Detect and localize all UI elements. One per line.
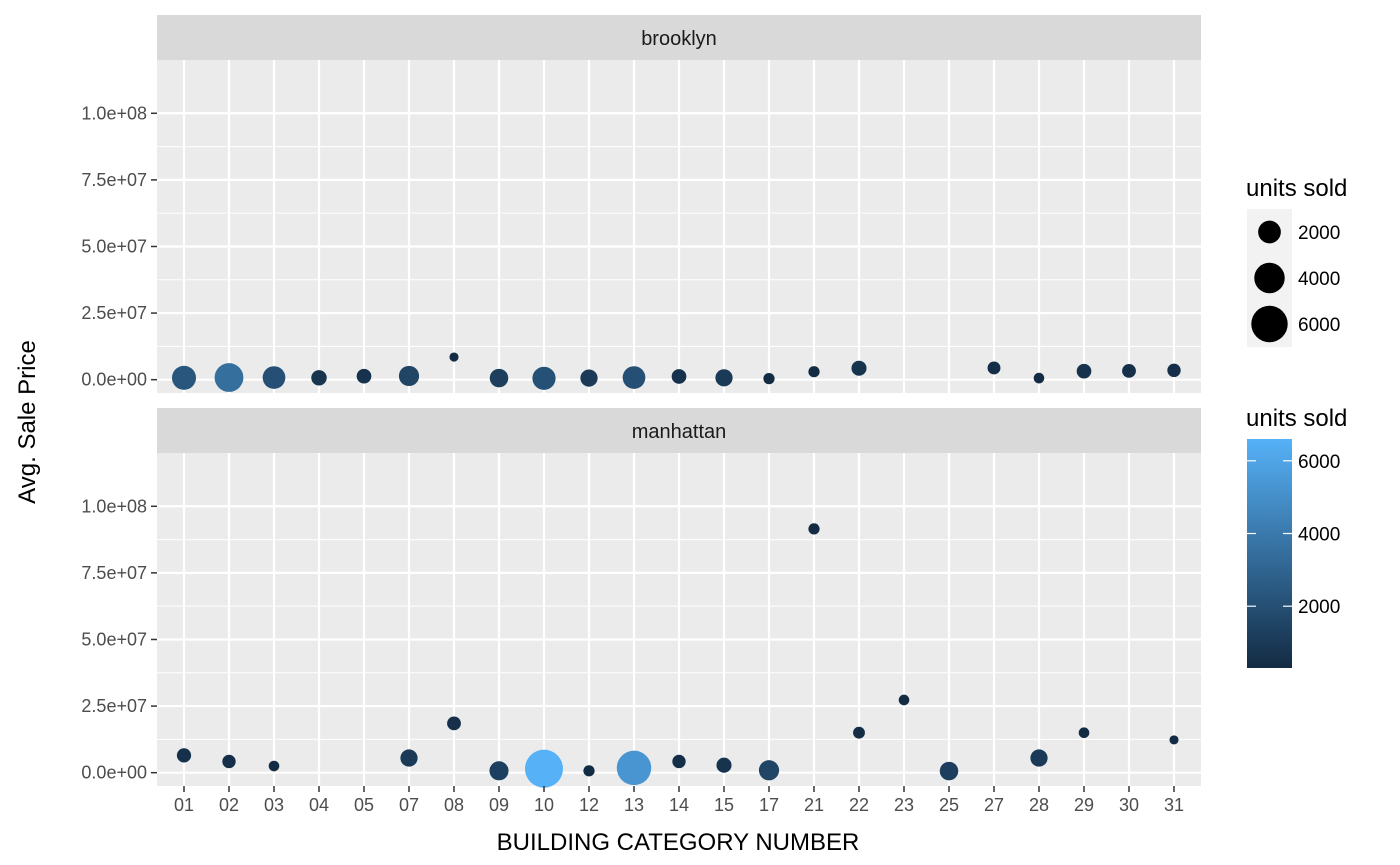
y-tick-label: 5.0e+07 xyxy=(81,236,147,256)
data-point-manhattan-03 xyxy=(268,760,280,772)
y-tick-label: 0.0e+00 xyxy=(81,763,147,783)
data-point-manhattan-17 xyxy=(758,760,780,781)
x-tick-label: 05 xyxy=(354,795,374,815)
data-point-manhattan-31 xyxy=(1169,735,1179,745)
x-tick-label: 08 xyxy=(444,795,464,815)
x-tick-label: 15 xyxy=(714,795,734,815)
y-tick-label: 2.5e+07 xyxy=(81,696,147,716)
data-point-brooklyn-31 xyxy=(1167,363,1181,378)
data-point-manhattan-29 xyxy=(1078,727,1090,739)
data-point-brooklyn-01 xyxy=(171,365,197,390)
data-point-manhattan-02 xyxy=(222,754,236,769)
data-point-manhattan-08 xyxy=(447,716,461,731)
size-legend-dot xyxy=(1258,220,1281,244)
data-point-brooklyn-03 xyxy=(262,366,286,389)
data-point-manhattan-28 xyxy=(1030,749,1048,767)
x-tick-label: 14 xyxy=(669,795,689,815)
facet-strip xyxy=(157,15,1201,60)
data-point-brooklyn-15 xyxy=(715,369,733,387)
data-point-manhattan-23 xyxy=(898,694,910,706)
x-tick-label: 23 xyxy=(894,795,914,815)
color-legend-label: 4000 xyxy=(1298,525,1340,546)
y-tick-label: 2.5e+07 xyxy=(81,303,147,323)
facet-strip xyxy=(157,408,1201,453)
y-tick-label: 7.5e+07 xyxy=(81,563,147,583)
size-legend-dot xyxy=(1251,305,1288,343)
x-tick-label: 12 xyxy=(579,795,599,815)
facet-panel-brooklyn: brooklyn 0.0e+00 2.5e+07 5.0e+07 7.5e+07 1.0e… xyxy=(81,15,1201,393)
facet-strip-label: manhattan xyxy=(632,421,727,443)
x-tick-label: 09 xyxy=(489,795,509,815)
color-legend-label: 2000 xyxy=(1298,597,1340,618)
data-point-manhattan-15 xyxy=(716,757,732,773)
data-point-manhattan-14 xyxy=(672,754,686,769)
size-legend-label: 4000 xyxy=(1298,269,1340,290)
y-tick-label: 5.0e+07 xyxy=(81,629,147,649)
size-legend-dot xyxy=(1254,262,1285,294)
data-point-manhattan-25 xyxy=(939,761,959,781)
facets-layer: brooklyn 0.0e+00 2.5e+07 5.0e+07 7.5e+07 1.0e… xyxy=(81,15,1201,788)
color-legend-bar xyxy=(1247,439,1292,668)
data-point-manhattan-01 xyxy=(176,748,192,763)
x-tick-label: 07 xyxy=(399,795,419,815)
x-tick-label: 10 xyxy=(534,795,554,815)
legend-area: units sold 2000 4000 6000 units sold 2000 4… xyxy=(1246,175,1347,668)
data-point-brooklyn-07 xyxy=(398,365,420,387)
data-point-brooklyn-05 xyxy=(356,368,372,384)
color-legend-label: 6000 xyxy=(1298,452,1340,473)
data-point-brooklyn-02 xyxy=(214,363,244,392)
data-point-manhattan-12 xyxy=(583,765,595,777)
size-legend-label: 2000 xyxy=(1298,223,1340,244)
color-legend: 2000 4000 6000 xyxy=(1247,452,1340,618)
data-point-brooklyn-13 xyxy=(622,366,646,389)
x-tick-label: 21 xyxy=(804,795,824,815)
y-tick-label: 0.0e+00 xyxy=(81,370,147,390)
data-point-brooklyn-29 xyxy=(1076,363,1092,379)
x-tick-label: 22 xyxy=(849,795,869,815)
data-point-brooklyn-30 xyxy=(1122,363,1136,378)
x-tick-label: 29 xyxy=(1074,795,1094,815)
size-legend-title: units sold xyxy=(1246,175,1347,202)
x-tick-label: 25 xyxy=(939,795,959,815)
data-point-brooklyn-14 xyxy=(671,369,687,384)
x-axis: 01 02 03 04 05 07 08 09 10 12 13 14 15 17 21 22 23 25 27 28… xyxy=(174,786,1184,815)
y-axis-title: Avg. Sale Price xyxy=(14,340,41,504)
data-point-manhattan-21 xyxy=(808,523,820,535)
y-tick-label: 1.0e+08 xyxy=(81,103,147,123)
data-point-brooklyn-27 xyxy=(987,361,1001,375)
x-tick-label: 04 xyxy=(309,795,329,815)
data-point-brooklyn-09 xyxy=(489,368,509,388)
data-point-manhattan-10 xyxy=(525,749,563,788)
data-point-brooklyn-08 xyxy=(449,352,459,362)
size-legend-label: 6000 xyxy=(1298,315,1340,336)
x-tick-label: 30 xyxy=(1119,795,1139,815)
x-tick-label: 02 xyxy=(219,795,239,815)
data-point-manhattan-13 xyxy=(616,750,652,786)
x-tick-label: 31 xyxy=(1164,795,1184,815)
facet-strip-label: brooklyn xyxy=(641,28,717,50)
color-legend-title: units sold xyxy=(1246,405,1347,432)
x-axis-title: BUILDING CATEGORY NUMBER xyxy=(497,829,860,856)
data-point-brooklyn-17 xyxy=(763,372,775,385)
data-point-brooklyn-10 xyxy=(532,366,556,390)
data-point-brooklyn-22 xyxy=(851,360,867,376)
data-point-manhattan-22 xyxy=(853,726,865,739)
data-point-brooklyn-04 xyxy=(311,370,327,386)
data-point-brooklyn-12 xyxy=(580,369,598,387)
x-tick-label: 01 xyxy=(174,795,194,815)
facet-panel-manhattan: manhattan 0.0e+00 2.5e+07 5.0e+07 7.5e+07 1.0… xyxy=(81,408,1201,788)
y-tick-label: 1.0e+08 xyxy=(81,496,147,516)
x-tick-label: 17 xyxy=(759,795,779,815)
y-tick-label: 7.5e+07 xyxy=(81,170,147,190)
data-point-manhattan-09 xyxy=(489,761,509,781)
x-tick-label: 03 xyxy=(264,795,284,815)
data-point-brooklyn-21 xyxy=(808,366,820,378)
x-tick-label: 27 xyxy=(984,795,1004,815)
data-point-brooklyn-28 xyxy=(1033,372,1045,384)
size-legend: 2000 4000 6000 xyxy=(1247,209,1340,347)
data-point-manhattan-07 xyxy=(400,749,418,767)
x-tick-label: 13 xyxy=(624,795,644,815)
x-tick-label: 28 xyxy=(1029,795,1049,815)
